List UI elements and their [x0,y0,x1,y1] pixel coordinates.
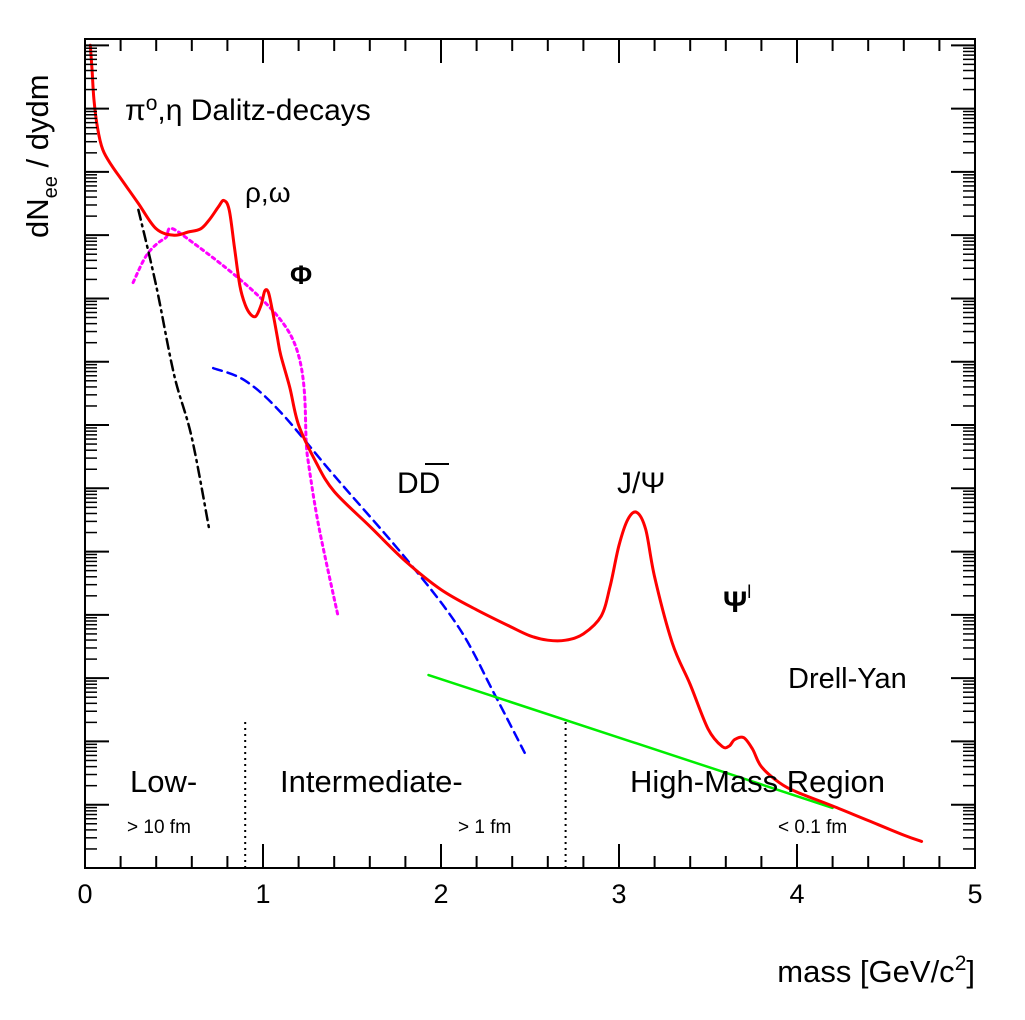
x-axis-title-sup: 2 [955,952,967,975]
y-axis-title-sub: ee [40,176,62,198]
plot-frame [84,38,976,869]
psi-prime-mark: l [747,582,751,602]
x-axis-title-end: ] [966,954,975,989]
drell-yan-curve [427,673,834,810]
psi-prime-label: Ψl [723,582,751,619]
y-axis-title: dNee / dydm [20,74,62,238]
y-axis-title-end: / dydm [20,74,55,176]
vector-curve [131,226,340,617]
high-mass-label: High-Mass Region [630,764,885,799]
intermediate-mass-label: Intermediate- [280,764,463,799]
jpsi-label: J/Ψ [617,467,665,500]
open-charm-curve [211,366,526,755]
y-axis-title-main: dN [20,198,55,238]
eta-symbol: ,η [157,94,190,127]
high-mass-scale: < 0.1 fm [778,817,847,838]
low-mass-label: Low- [130,764,197,799]
x-tick-label: 2 [433,879,448,909]
ddbar-label: DD [397,467,440,500]
dalitz-label: πo,η Dalitz-decays [125,92,371,127]
intermediate-mass-scale: > 1 fm [458,817,511,838]
axis-ticks: 0 1 2 3 4 5 [77,39,983,909]
x-tick-label: 3 [611,879,626,909]
x-axis-title: mass [GeV/c2] [777,952,975,989]
rho-omega-label: ρ,ω [245,177,291,208]
dalitz-text: Dalitz-decays [191,94,371,127]
total-curve [88,43,924,843]
psi-symbol: Ψ [723,586,747,619]
dalitz-curve [137,208,211,533]
pi-symbol: π [125,94,146,127]
low-mass-scale: > 10 fm [127,817,191,838]
phi-label: Φ [290,260,312,290]
x-tick-label: 4 [789,879,804,909]
x-tick-label: 0 [77,879,92,909]
curves-layer [88,43,924,868]
pi-superscript: o [146,92,158,115]
drell-yan-label: Drell-Yan [788,663,907,695]
x-tick-label: 1 [255,879,270,909]
x-axis-title-main: mass [GeV/c [777,954,954,989]
x-tick-label: 5 [967,879,982,909]
